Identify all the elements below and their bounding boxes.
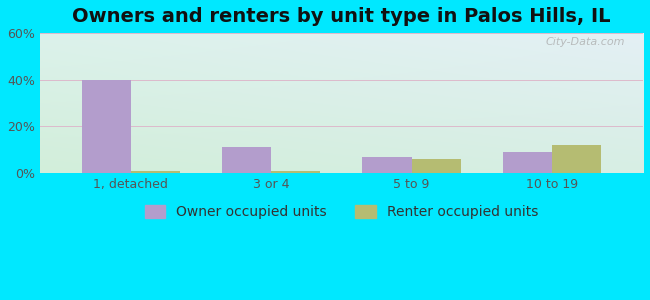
Bar (552, 145, 601, 173)
Bar (363, 157, 411, 173)
Bar (82, 80, 131, 173)
Title: Owners and renters by unit type in Palos Hills, IL: Owners and renters by unit type in Palos… (72, 7, 610, 26)
Bar (502, 152, 552, 173)
Legend: Owner occupied units, Renter occupied units: Owner occupied units, Renter occupied un… (139, 200, 544, 225)
Bar (131, 171, 180, 173)
Bar (222, 147, 271, 173)
Bar (271, 171, 320, 173)
Bar (411, 159, 461, 173)
Text: City-Data.com: City-Data.com (545, 37, 625, 47)
